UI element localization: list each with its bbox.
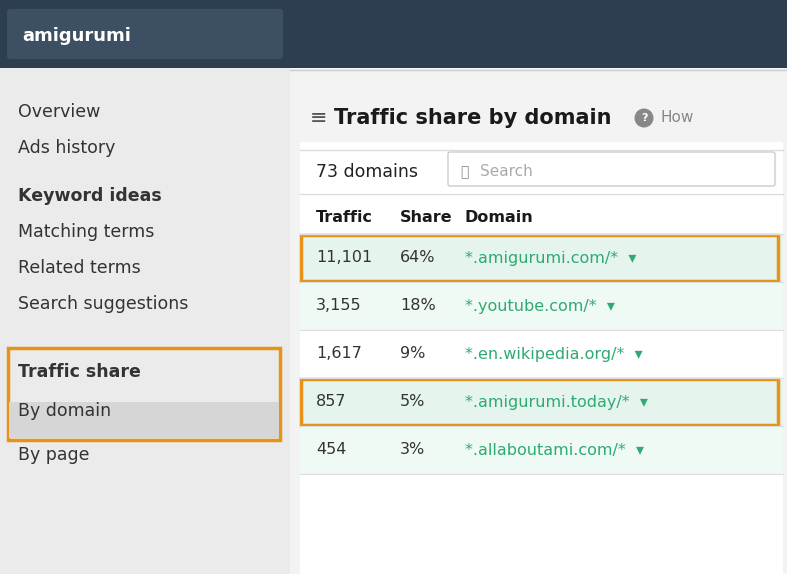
Bar (300, 142, 783, 574)
Text: *.amigurumi.com/*  ▾: *.amigurumi.com/* ▾ (465, 250, 637, 266)
Text: ≡: ≡ (310, 108, 327, 128)
FancyBboxPatch shape (7, 9, 283, 59)
Bar (300, 150, 783, 194)
Bar (300, 426, 783, 474)
Bar (300, 282, 783, 330)
Text: Keyword ideas: Keyword ideas (18, 187, 162, 205)
Text: 3%: 3% (400, 443, 425, 457)
Bar (0, 68, 290, 574)
Text: Traffic share: Traffic share (18, 363, 141, 381)
Text: Traffic: Traffic (316, 211, 373, 226)
Text: Related terms: Related terms (18, 259, 141, 277)
Text: 🔍: 🔍 (460, 165, 468, 179)
Text: 18%: 18% (400, 298, 436, 313)
Text: 9%: 9% (400, 347, 426, 362)
Text: Search suggestions: Search suggestions (18, 295, 188, 313)
Text: 11,101: 11,101 (316, 250, 372, 266)
Text: *.allaboutami.com/*  ▾: *.allaboutami.com/* ▾ (465, 443, 644, 457)
Text: Overview: Overview (18, 103, 101, 121)
Text: Share: Share (400, 211, 453, 226)
Bar (300, 378, 783, 426)
Text: Traffic share by domain: Traffic share by domain (334, 108, 611, 128)
Text: 64%: 64% (400, 250, 435, 266)
Text: 73 domains: 73 domains (316, 163, 418, 181)
Text: 5%: 5% (400, 394, 426, 409)
Text: 1,617: 1,617 (316, 347, 362, 362)
Bar (0, 0, 787, 68)
Text: Ads history: Ads history (18, 139, 116, 157)
Circle shape (634, 108, 653, 127)
Text: Search: Search (480, 165, 533, 180)
Text: ?: ? (641, 113, 647, 123)
Text: *.en.wikipedia.org/*  ▾: *.en.wikipedia.org/* ▾ (465, 347, 643, 362)
Text: 3,155: 3,155 (316, 298, 361, 313)
Text: How: How (660, 111, 693, 126)
Bar (300, 330, 783, 378)
Text: By page: By page (18, 446, 90, 464)
Text: 857: 857 (316, 394, 346, 409)
Text: 454: 454 (316, 443, 346, 457)
Text: Domain: Domain (465, 211, 534, 226)
Bar (9, 402, 279, 438)
Text: *.amigurumi.today/*  ▾: *.amigurumi.today/* ▾ (465, 394, 648, 409)
FancyBboxPatch shape (448, 152, 775, 186)
Text: *.youtube.com/*  ▾: *.youtube.com/* ▾ (465, 298, 615, 313)
Text: Matching terms: Matching terms (18, 223, 154, 241)
Text: amigurumi: amigurumi (22, 27, 131, 45)
Text: By domain: By domain (18, 402, 111, 420)
Bar (290, 68, 787, 574)
Bar (300, 234, 783, 282)
